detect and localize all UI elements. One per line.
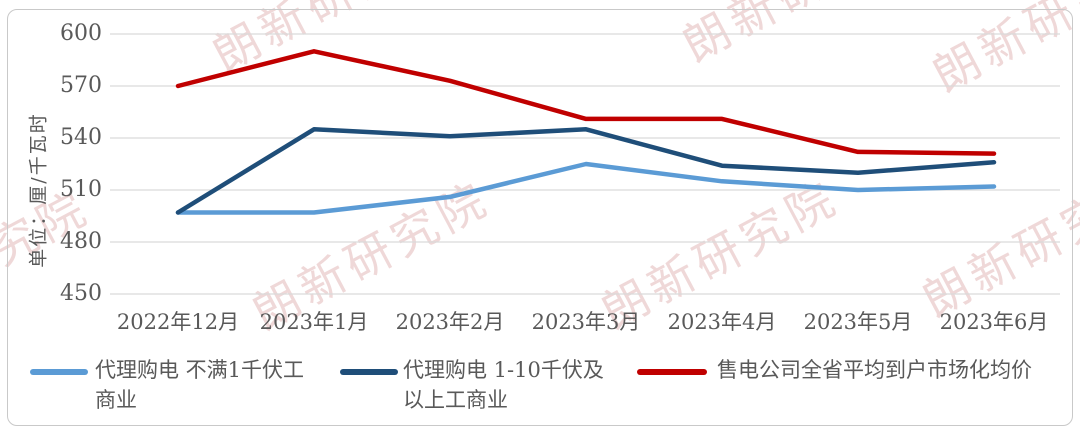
series-line	[175, 161, 997, 215]
x-tick-label: 2023年5月	[803, 310, 913, 334]
legend-label-line: 代理购电 不满1千伏工	[95, 358, 305, 382]
x-tick-label: 2023年3月	[531, 310, 641, 334]
y-tick-label: 510	[60, 177, 102, 202]
y-tick-label: 540	[60, 125, 102, 150]
x-tick-label: 2022年12月	[116, 310, 240, 334]
y-tick-label: 570	[60, 73, 102, 98]
series-line	[175, 127, 997, 215]
legend-label: 代理购电 不满1千伏工 商业	[95, 355, 304, 415]
chart-frame	[7, 9, 1073, 426]
legend-line-marker	[30, 369, 88, 375]
legend-label: 售电公司全省平均到户市场化均价	[717, 355, 1032, 385]
series-line	[175, 49, 997, 156]
legend-label-line: 以上工商业	[403, 388, 508, 412]
x-tick-label: 2023年6月	[939, 310, 1049, 334]
y-tick-label: 480	[60, 229, 102, 254]
y-tick-label: 600	[60, 21, 102, 46]
legend-label-line: 售电公司全省平均到户市场化均价	[717, 358, 1032, 382]
x-tick-label: 2023年1月	[259, 310, 369, 334]
legend-label-line: 商业	[95, 388, 137, 412]
legend-line-marker	[340, 369, 398, 375]
legend-label-line: 代理购电 1-10千伏及	[403, 358, 604, 382]
x-tick-label: 2023年4月	[667, 310, 777, 334]
x-tick-label: 2023年2月	[395, 310, 505, 334]
legend: 代理购电 不满1千伏工 商业 代理购电 1-10千伏及 以上工商业 售电公司全省平均到户…	[0, 352, 1080, 432]
legend-label: 代理购电 1-10千伏及 以上工商业	[403, 355, 604, 415]
y-tick-label: 450	[60, 281, 102, 306]
legend-line-marker	[637, 369, 707, 375]
